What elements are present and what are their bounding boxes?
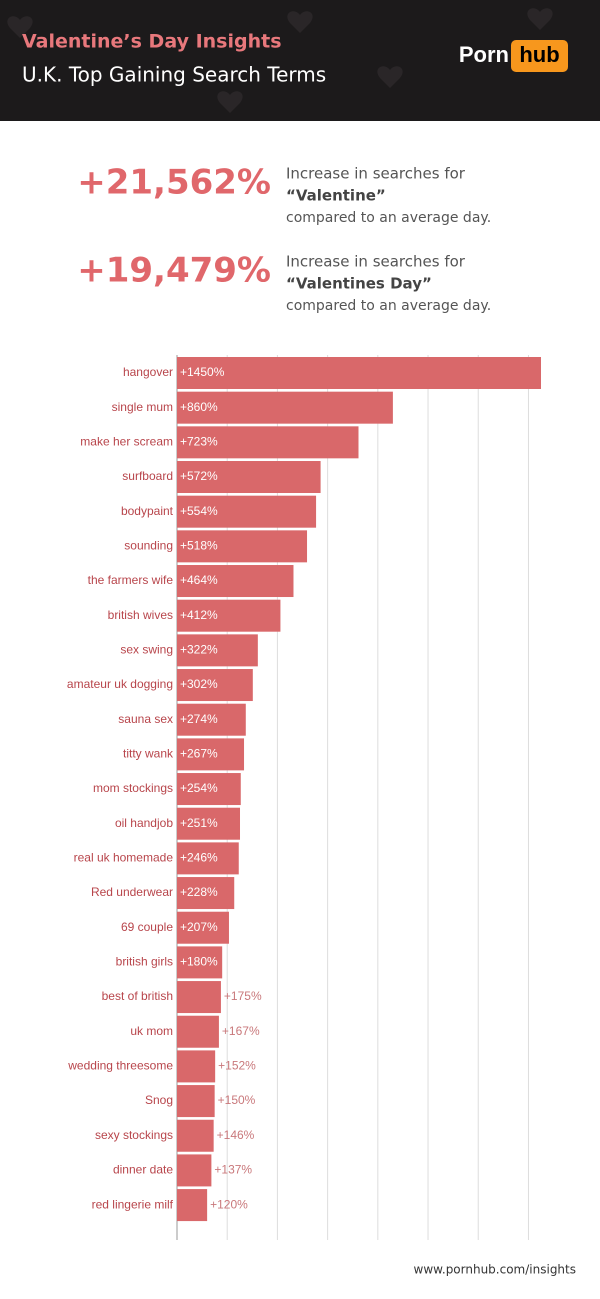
value-label: +146% [217,1128,255,1142]
bar [177,1154,212,1187]
value-label: +723% [180,435,218,449]
stat-line: Increase in searches for [286,253,466,271]
logo-box [511,40,568,72]
value-label: +150% [218,1093,256,1107]
bar [177,1189,208,1222]
value-label: +120% [210,1197,248,1211]
bar [177,842,239,875]
category-label: wedding threesome [67,1059,173,1073]
value-label: +152% [218,1059,256,1073]
bar [177,738,245,771]
stat-term: “Valentines Day” [286,275,432,293]
bar [177,565,294,598]
bar [177,946,223,979]
value-label: +554% [180,504,218,518]
bar [177,495,317,528]
logo-left: Porn [459,42,509,67]
category-label: surfboard [122,469,173,483]
bar [177,981,221,1014]
category-label: british girls [116,955,173,969]
category-label: sounding [124,539,173,553]
bar [177,357,541,389]
value-label: +180% [180,955,218,969]
bar [177,911,229,944]
category-label: hangover [123,365,173,379]
chart-title: Valentine’s Day Insights [22,31,282,53]
bar [177,391,393,424]
value-label: +267% [180,747,218,761]
category-label: make her scream [80,435,173,449]
value-label: +251% [180,816,218,830]
value-label: +207% [180,920,218,934]
stat-line: Increase in searches for [286,165,466,183]
bar [177,1119,214,1152]
stat-line: compared to an average day. [286,210,491,226]
category-label: best of british [102,989,173,1003]
bar [177,1050,216,1083]
category-label: red lingerie milf [92,1197,174,1211]
category-label: mom stockings [93,781,173,795]
value-label: +175% [224,989,262,1003]
value-label: +322% [180,643,218,657]
value-label: +518% [180,539,218,553]
bar [177,773,241,806]
category-label: real uk homemade [74,851,174,865]
value-label: +302% [180,677,218,691]
value-label: +1450% [180,365,225,379]
bar [177,599,281,632]
category-label: 69 couple [121,920,173,934]
logo-right: hub [519,42,559,67]
category-label: amateur uk dogging [67,677,173,691]
category-label: british wives [108,608,173,622]
value-label: +464% [180,573,218,587]
stat-line: compared to an average day. [286,298,491,314]
bar [177,1015,219,1048]
category-label: bodypaint [121,504,174,518]
bar [177,426,359,459]
stat-value: +21,562% [77,163,271,203]
bar [177,1085,215,1118]
value-label: +137% [214,1163,252,1177]
stat-value: +19,479% [77,251,271,291]
category-label: Snog [145,1093,173,1107]
category-label: single mum [112,400,173,414]
category-label: oil handjob [115,816,173,830]
bar [177,530,308,563]
bar [177,877,235,910]
bar [177,634,258,667]
value-label: +246% [180,851,218,865]
value-label: +228% [180,885,218,899]
heart-pattern [7,8,553,113]
value-label: +254% [180,781,218,795]
bar [177,807,241,840]
category-label: the farmers wife [88,573,174,587]
value-label: +274% [180,712,218,726]
bar [177,703,246,736]
category-label: Red underwear [91,885,173,899]
value-label: +572% [180,469,218,483]
bar [177,669,253,702]
stat-term: “Valentine” [286,187,386,205]
source: www.pornhub.com/insights [414,1263,576,1277]
value-label: +167% [222,1024,260,1038]
bar [177,461,321,494]
value-label: +412% [180,608,218,622]
value-label: +860% [180,400,218,414]
category-label: sauna sex [118,712,173,726]
category-label: dinner date [113,1163,173,1177]
category-label: sex swing [120,643,173,657]
category-label: titty wank [123,747,174,761]
category-label: sexy stockings [95,1128,173,1142]
chart-subtitle: U.K. Top Gaining Search Terms [22,63,326,87]
category-label: uk mom [130,1024,173,1038]
